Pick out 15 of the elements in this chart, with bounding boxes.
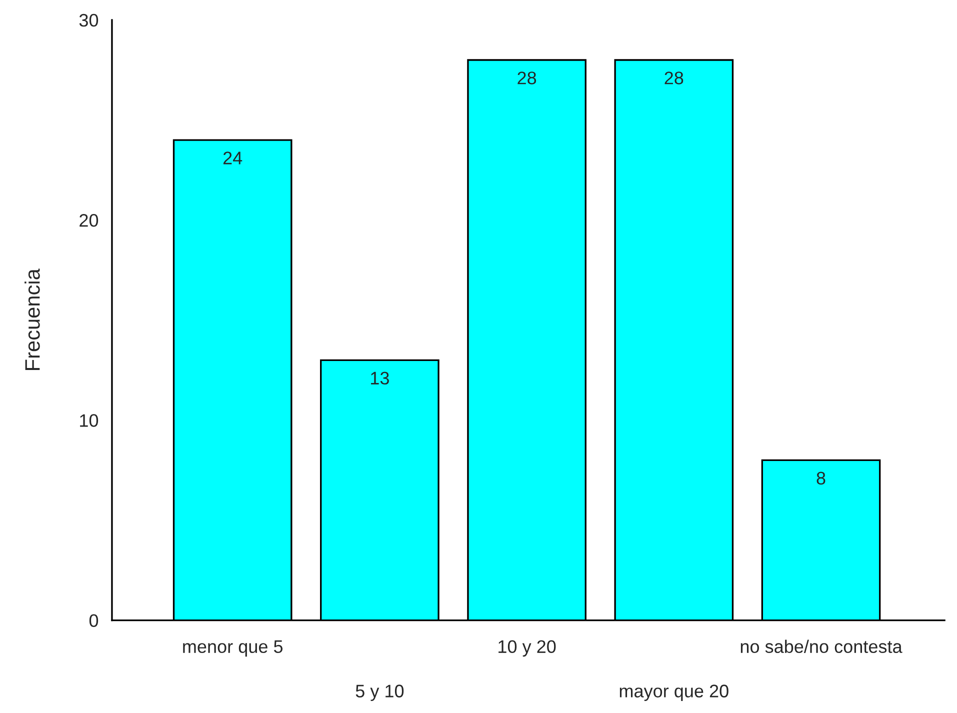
y-axis-title: Frecuencia <box>24 268 40 370</box>
data-label: 8 <box>816 472 826 485</box>
x-tick-label: 10 y 20 <box>498 640 556 657</box>
data-label: 28 <box>664 72 684 84</box>
x-tick-label: no sabe/no contesta <box>740 640 902 654</box>
data-label: 28 <box>518 72 536 84</box>
y-tick-label: 10 <box>80 414 98 427</box>
x-tick-label: menor que 5 <box>183 640 283 657</box>
x-tick-label: 5 y 10 <box>356 684 404 702</box>
y-tick-label: 20 <box>80 214 98 227</box>
data-label: 13 <box>371 372 389 385</box>
y-tick-label: 30 <box>79 14 98 27</box>
y-tick-label: 0 <box>89 614 98 628</box>
x-tick-label: mayor que 20 <box>620 684 728 702</box>
data-label: 24 <box>223 152 242 164</box>
